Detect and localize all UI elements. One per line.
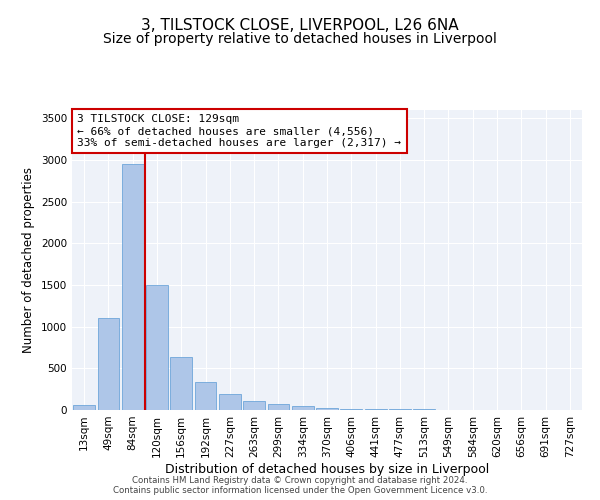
Text: Size of property relative to detached houses in Liverpool: Size of property relative to detached ho… (103, 32, 497, 46)
Bar (243, 401, 265, 410)
Bar (97, 318, 119, 410)
X-axis label: Distribution of detached houses by size in Liverpool: Distribution of detached houses by size … (165, 462, 489, 475)
Bar (268, 404, 289, 410)
Y-axis label: Number of detached properties: Number of detached properties (22, 167, 35, 353)
Bar (219, 394, 241, 410)
Text: Contains HM Land Registry data © Crown copyright and database right 2024.
Contai: Contains HM Land Registry data © Crown c… (113, 476, 487, 495)
Bar (122, 164, 143, 410)
Text: 3 TILSTOCK CLOSE: 129sqm
← 66% of detached houses are smaller (4,556)
33% of sem: 3 TILSTOCK CLOSE: 129sqm ← 66% of detach… (77, 114, 401, 148)
Text: 3, TILSTOCK CLOSE, LIVERPOOL, L26 6NA: 3, TILSTOCK CLOSE, LIVERPOOL, L26 6NA (141, 18, 459, 32)
Bar (389, 409, 411, 410)
Bar (316, 408, 338, 410)
Bar (194, 382, 217, 410)
Bar (292, 406, 314, 410)
Bar (340, 408, 362, 410)
Bar (365, 409, 386, 410)
Bar (73, 406, 95, 410)
Bar (146, 285, 168, 410)
Bar (170, 356, 192, 410)
